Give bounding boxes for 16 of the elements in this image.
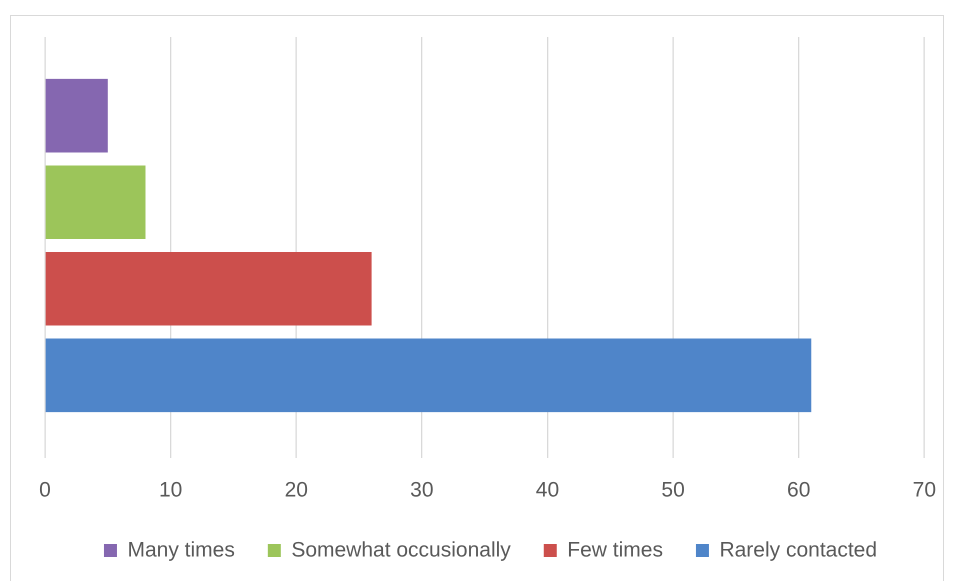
x-tick-label: 70 xyxy=(912,478,936,502)
legend-label: Rarely contacted xyxy=(719,538,878,562)
x-tick-label: 20 xyxy=(284,478,308,502)
legend-label: Few times xyxy=(567,538,663,562)
x-tick-label: 30 xyxy=(410,478,434,502)
bar xyxy=(46,252,372,326)
legend-label: Many times xyxy=(127,538,235,562)
x-tick-label: 50 xyxy=(661,478,685,502)
x-tick-label: 60 xyxy=(787,478,810,502)
x-tick-label: 10 xyxy=(158,478,182,502)
x-tick-label: 0 xyxy=(39,478,51,502)
x-tick-label: 40 xyxy=(536,478,560,502)
legend-label: Somewhat occusionally xyxy=(291,538,512,562)
bar xyxy=(46,165,146,240)
bar xyxy=(46,78,108,152)
bar xyxy=(46,338,812,412)
